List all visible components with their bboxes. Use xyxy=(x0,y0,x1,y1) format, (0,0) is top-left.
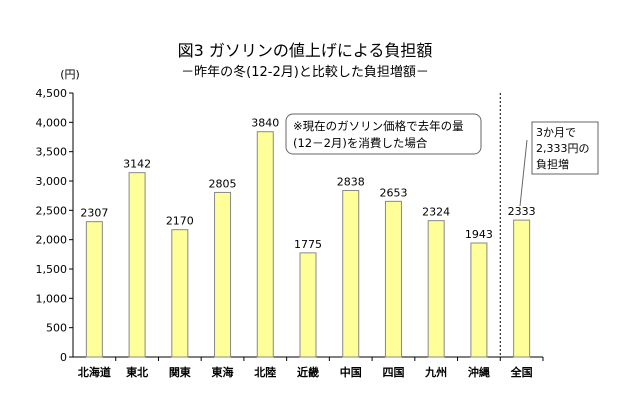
y-tick-label-4000: 4,000 xyxy=(36,116,68,129)
data-label-近畿: 1775 xyxy=(294,238,322,251)
x-tick-label-北陸: 北陸 xyxy=(254,365,276,379)
data-label-中国: 2838 xyxy=(337,176,365,189)
data-label-四国: 2653 xyxy=(379,186,407,199)
x-tick-label-沖縄: 沖縄 xyxy=(468,365,490,379)
y-tick-label-0: 0 xyxy=(60,351,67,364)
y-tick-label-3000: 3,000 xyxy=(36,175,68,188)
y-tick-label-1500: 1,500 xyxy=(36,263,68,276)
x-tick-label-全国: 全国 xyxy=(510,365,533,379)
y-tick-label-2000: 2,000 xyxy=(36,234,68,247)
note-line-2: (12－2月)を消費した場合 xyxy=(293,136,428,150)
data-label-全国: 2333 xyxy=(508,205,536,218)
note-line-1: ※現在のガソリン価格で去年の量 xyxy=(293,119,464,133)
data-label-沖縄: 1943 xyxy=(465,228,493,241)
bar-中国 xyxy=(342,190,360,358)
chart-title: 図3 ガソリンの値上げによる負担額 xyxy=(178,41,433,60)
y-tick-label-1000: 1,000 xyxy=(36,292,68,305)
y-tick-label-500: 500 xyxy=(46,322,67,335)
bar-東海 xyxy=(214,191,232,358)
y-tick-label-2500: 2,500 xyxy=(36,204,68,217)
bar-東北 xyxy=(128,172,146,358)
data-label-東海: 2805 xyxy=(209,177,237,190)
data-label-東北: 3142 xyxy=(123,158,151,171)
bar-全国 xyxy=(513,219,531,358)
bar-沖縄 xyxy=(470,242,488,358)
x-tick-label-九州: 九州 xyxy=(424,365,447,379)
callout-leader-line xyxy=(519,139,528,207)
bar-九州 xyxy=(427,220,445,358)
callout-annotation: 3か月で 2,333円の 負担増 xyxy=(519,121,599,207)
y-tick-label-4500: 4,500 xyxy=(36,87,68,100)
bar-北陸 xyxy=(256,131,274,358)
bar-近畿 xyxy=(299,252,317,358)
x-tick-label-四国: 四国 xyxy=(382,366,404,379)
y-axis-label: (円) xyxy=(60,68,80,81)
x-tick-label-東海: 東海 xyxy=(212,365,234,379)
callout-line-1: 3か月で xyxy=(536,126,576,139)
x-tick-label-中国: 中国 xyxy=(340,365,362,379)
x-tick-label-関東: 関東 xyxy=(169,365,192,379)
data-label-九州: 2324 xyxy=(422,206,450,219)
bar-北海道 xyxy=(85,221,103,358)
x-tick-label-近畿: 近畿 xyxy=(297,365,319,379)
data-label-北海道: 2307 xyxy=(80,207,108,220)
x-tick-label-北海道: 北海道 xyxy=(78,365,111,379)
chart-subtitle: －昨年の冬(12-2月)と比較した負担増額－ xyxy=(181,64,429,80)
callout-line-2: 2,333円の xyxy=(536,142,590,155)
data-label-関東: 2170 xyxy=(166,215,194,228)
plot-area: 0 500 1,000 1,500 2,000 2,500 3,000 3,500 4,000 4… xyxy=(36,87,544,379)
x-tick-label-東北: 東北 xyxy=(126,365,148,379)
y-tick-label-3500: 3,500 xyxy=(36,146,68,159)
bar-四国 xyxy=(384,200,402,358)
note-annotation: ※現在のガソリン価格で去年の量 (12－2月)を消費した場合 xyxy=(285,113,482,155)
bar-関東 xyxy=(171,229,189,358)
data-label-北陸: 3840 xyxy=(251,117,279,130)
callout-line-3: 負担増 xyxy=(536,157,569,171)
